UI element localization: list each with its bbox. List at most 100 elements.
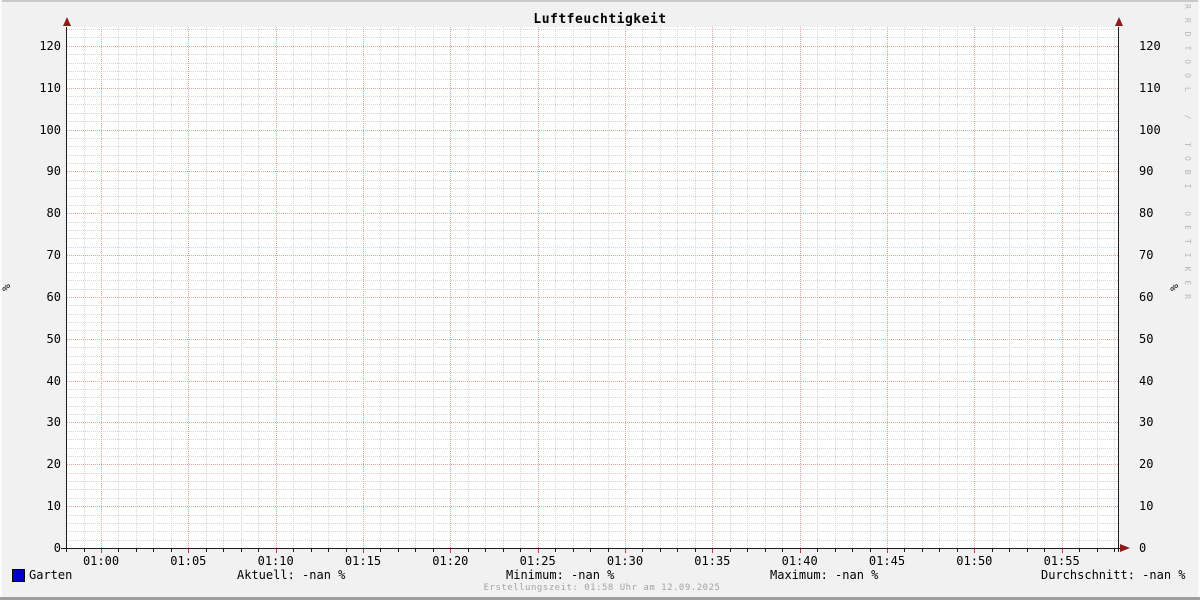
x-tick-label: 01:05 <box>170 554 207 568</box>
minor-gridline-h <box>67 372 1118 374</box>
minor-gridline-v <box>223 27 225 548</box>
minor-gridline-v <box>520 27 522 548</box>
minor-gridline-h <box>67 263 1118 265</box>
minor-gridline-v <box>415 27 417 548</box>
chart-title: Luftfeuchtigkeit <box>533 12 667 27</box>
x-tick-label: 01:20 <box>432 554 469 568</box>
minor-gridline-v <box>153 27 155 548</box>
x-minor-tick <box>729 549 731 552</box>
x-minor-tick <box>153 549 155 552</box>
minor-gridline-v <box>397 27 399 548</box>
x-minor-tick <box>590 549 592 552</box>
minor-gridline-h <box>67 439 1118 441</box>
major-gridline-h <box>67 506 1118 508</box>
minor-gridline-v <box>852 27 854 548</box>
x-minor-tick <box>694 549 696 552</box>
x-minor-tick <box>170 549 172 552</box>
minor-gridline-h <box>67 204 1118 206</box>
major-gridline-h <box>67 87 1118 89</box>
y-tick-label-right: 30 <box>1139 415 1154 430</box>
x-major-tick <box>275 549 277 553</box>
y-tick-label-left: 30 <box>46 415 61 430</box>
x-tick-label: 01:30 <box>606 554 644 568</box>
minor-gridline-v <box>572 27 574 548</box>
x-minor-tick <box>904 549 906 552</box>
x-minor-tick <box>764 549 766 552</box>
x-minor-tick <box>572 549 574 552</box>
x-minor-tick <box>258 549 260 552</box>
y-tick-label-left: 110 <box>39 80 61 95</box>
y-tick-label-right: 0 <box>1139 541 1147 555</box>
minor-gridline-v <box>729 27 731 548</box>
major-gridline-h <box>67 296 1118 298</box>
x-tick-label: 01:55 <box>1043 554 1080 568</box>
minor-gridline-v <box>485 27 487 548</box>
minor-gridline-v <box>345 27 347 548</box>
y-tick-label-right: 10 <box>1139 499 1154 514</box>
x-minor-tick <box>485 549 487 552</box>
y-axis-right-line <box>1118 27 1119 552</box>
legend-stat-2: Maximum: -nan % <box>770 568 879 582</box>
x-major-tick <box>1061 549 1063 553</box>
minor-gridline-v <box>1079 27 1081 548</box>
minor-gridline-h <box>67 405 1118 407</box>
x-minor-tick <box>502 549 504 552</box>
x-tick-label: 01:00 <box>82 554 120 568</box>
minor-gridline-v <box>904 27 906 548</box>
x-minor-tick <box>747 549 749 552</box>
minor-gridline-h <box>67 96 1118 98</box>
minor-gridline-h <box>67 280 1118 282</box>
y-tick-label-right: 90 <box>1139 164 1154 179</box>
minor-gridline-h <box>67 146 1118 148</box>
minor-gridline-v <box>956 27 958 548</box>
x-major-tick <box>799 549 801 553</box>
x-axis-arrow-icon <box>1120 544 1130 552</box>
minor-gridline-h <box>67 271 1118 273</box>
minor-gridline-h <box>67 489 1118 491</box>
x-major-tick <box>712 549 714 553</box>
minor-gridline-v <box>642 27 644 548</box>
minor-gridline-h <box>67 531 1118 533</box>
x-minor-tick <box>1096 549 1098 552</box>
major-gridline-h <box>67 338 1118 340</box>
minor-gridline-h <box>67 414 1118 416</box>
x-minor-tick <box>432 549 434 552</box>
x-tick-label: 01:10 <box>257 554 294 568</box>
x-minor-tick <box>397 549 399 552</box>
major-gridline-h <box>67 171 1118 173</box>
minor-gridline-v <box>1044 27 1046 548</box>
x-minor-tick <box>415 549 417 552</box>
x-major-tick <box>974 549 976 553</box>
x-minor-tick <box>817 549 819 552</box>
minor-gridline-h <box>67 355 1118 357</box>
minor-gridline-h <box>67 363 1118 365</box>
x-minor-tick <box>852 549 854 552</box>
x-minor-tick <box>607 549 609 552</box>
x-minor-tick <box>1009 549 1011 552</box>
frame-border-top <box>0 0 1200 2</box>
x-minor-tick <box>921 549 923 552</box>
minor-gridline-h <box>67 70 1118 72</box>
y-tick-label-right: 120 <box>1139 38 1161 53</box>
minor-gridline-v <box>834 27 836 548</box>
minor-gridline-v <box>817 27 819 548</box>
minor-gridline-h <box>67 37 1118 39</box>
x-minor-tick <box>869 549 871 552</box>
y-axis-left-line <box>66 27 67 552</box>
x-minor-tick <box>677 549 679 552</box>
x-major-tick <box>188 549 190 553</box>
y-tick-label-right: 40 <box>1139 373 1154 388</box>
major-gridline-v <box>275 27 277 548</box>
minor-gridline-h <box>67 246 1118 248</box>
x-minor-tick <box>83 549 85 552</box>
x-tick-label: 01:50 <box>956 554 993 568</box>
minor-gridline-v <box>677 27 679 548</box>
major-gridline-v <box>188 27 190 548</box>
minor-gridline-h <box>67 112 1118 114</box>
minor-gridline-v <box>939 27 941 548</box>
minor-gridline-h <box>67 79 1118 81</box>
major-gridline-v <box>450 27 452 548</box>
x-minor-tick <box>956 549 958 552</box>
x-minor-tick <box>642 549 644 552</box>
